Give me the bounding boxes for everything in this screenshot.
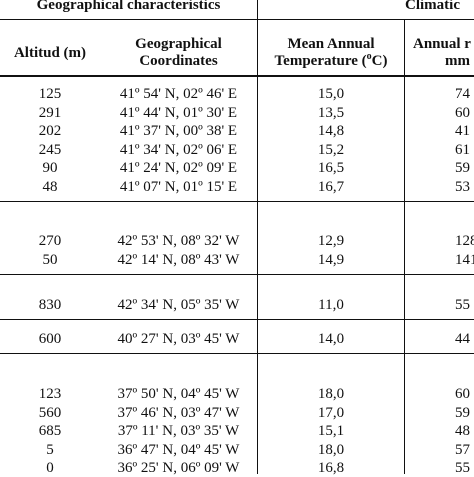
column-header-temperature-line2: Temperature (oC) [274,51,388,70]
cell-coordinates: 37º 11' N, 03º 35' W [117,423,240,439]
cell-rainfall: 41 [455,123,470,139]
cell-altitude: 50 [42,251,58,268]
cell-altitude: 291 [38,104,62,121]
cell-rainfall: 48 [455,423,470,439]
cell-temperature: 14,0 [317,331,345,347]
cell-rainfall: 57 [455,441,470,458]
group-separator-rule [0,200,474,202]
cell-rainfall: 74 [455,86,470,102]
cell-altitude: 125 [38,86,62,102]
cell-coordinates: 40º 27' N, 03º 45' W [117,331,240,347]
cell-temperature: 15,0 [317,86,345,102]
rule-under-group-header [0,19,474,20]
cell-rainfall: 141 [455,251,474,268]
cell-temperature: 17,0 [317,404,345,421]
cell-coordinates: 41º 34' N, 02º 06' E [119,141,238,158]
cell-coordinates: 42º 14' N, 08º 43' W [117,251,240,268]
column-header-rainfall-line1: Annual r [413,36,471,52]
cell-coordinates: 42º 34' N, 05º 35' W [117,297,240,313]
group-header-climatic: Climatic [405,0,460,13]
rule-under-column-header [0,75,474,77]
cell-rainfall: 59 [455,160,470,176]
cell-rainfall: 60 [455,386,470,402]
column-header-temperature-line1: Mean Annual [287,36,375,52]
cell-temperature: 11,0 [318,297,344,313]
column-header-altitude: Altitud (m) [13,45,87,61]
column-divider-geo-climatic [257,0,258,474]
cell-temperature: 15,2 [317,141,345,158]
cell-altitude: 123 [38,386,62,402]
cell-altitude: 245 [38,141,62,158]
cell-coordinates: 41º 44' N, 01º 30' E [119,104,238,121]
cell-coordinates: 41º 54' N, 02º 46' E [119,86,238,102]
cell-coordinates: 42º 53' N, 08º 32' W [117,233,240,249]
cell-coordinates: 36º 25' N, 06º 09' W [117,460,240,476]
column-header-coordinates-line1: Geographical [135,36,222,52]
column-header-coordinates-line2: Coordinates [139,53,218,69]
cell-rainfall: 61 [455,141,470,158]
group-separator-rule [0,353,474,354]
cell-temperature: 13,5 [317,104,345,121]
cell-temperature: 12,9 [317,233,345,249]
cell-altitude: 48 [42,178,58,195]
cell-altitude: 270 [38,233,62,249]
cell-rainfall: 128 [455,233,474,249]
cell-rainfall: 59 [455,404,470,421]
cell-temperature: 14,9 [317,251,345,268]
cell-coordinates: 41º 24' N, 02º 09' E [119,160,238,176]
cell-altitude: 202 [38,123,62,139]
cell-altitude: 5 [46,441,54,458]
cell-altitude: 685 [38,423,62,439]
cell-temperature: 18,0 [317,441,345,458]
cell-rainfall: 53 [455,178,470,195]
group-separator-rule [0,273,474,275]
group-separator-rule [0,319,474,320]
cell-altitude: 0 [46,460,54,476]
cell-altitude: 830 [38,297,62,313]
cell-rainfall: 55 [455,297,470,313]
cell-rainfall: 55 [455,460,470,476]
cell-temperature: 16,8 [317,460,345,476]
cell-coordinates: 36º 47' N, 04º 45' W [117,441,240,458]
cell-rainfall: 60 [455,104,470,121]
cell-altitude: 600 [38,331,62,347]
cell-altitude: 90 [42,160,58,176]
cell-altitude: 560 [38,404,62,421]
column-divider-temp-rain [404,20,405,474]
cell-coordinates: 41º 37' N, 00º 38' E [119,123,238,139]
group-header-geographical: Geographical characteristics [36,0,221,13]
cell-temperature: 16,7 [317,178,345,195]
cell-coordinates: 37º 46' N, 03º 47' W [117,404,240,421]
cell-temperature: 14,8 [317,123,345,139]
cell-coordinates: 37º 50' N, 04º 45' W [117,386,240,402]
column-header-rainfall-line2: mm [445,53,470,69]
cell-rainfall: 44 [455,331,470,347]
cell-temperature: 15,1 [317,423,345,439]
cell-coordinates: 41º 07' N, 01º 15' E [119,178,238,195]
cell-temperature: 18,0 [317,386,345,402]
cell-temperature: 16,5 [317,160,345,176]
